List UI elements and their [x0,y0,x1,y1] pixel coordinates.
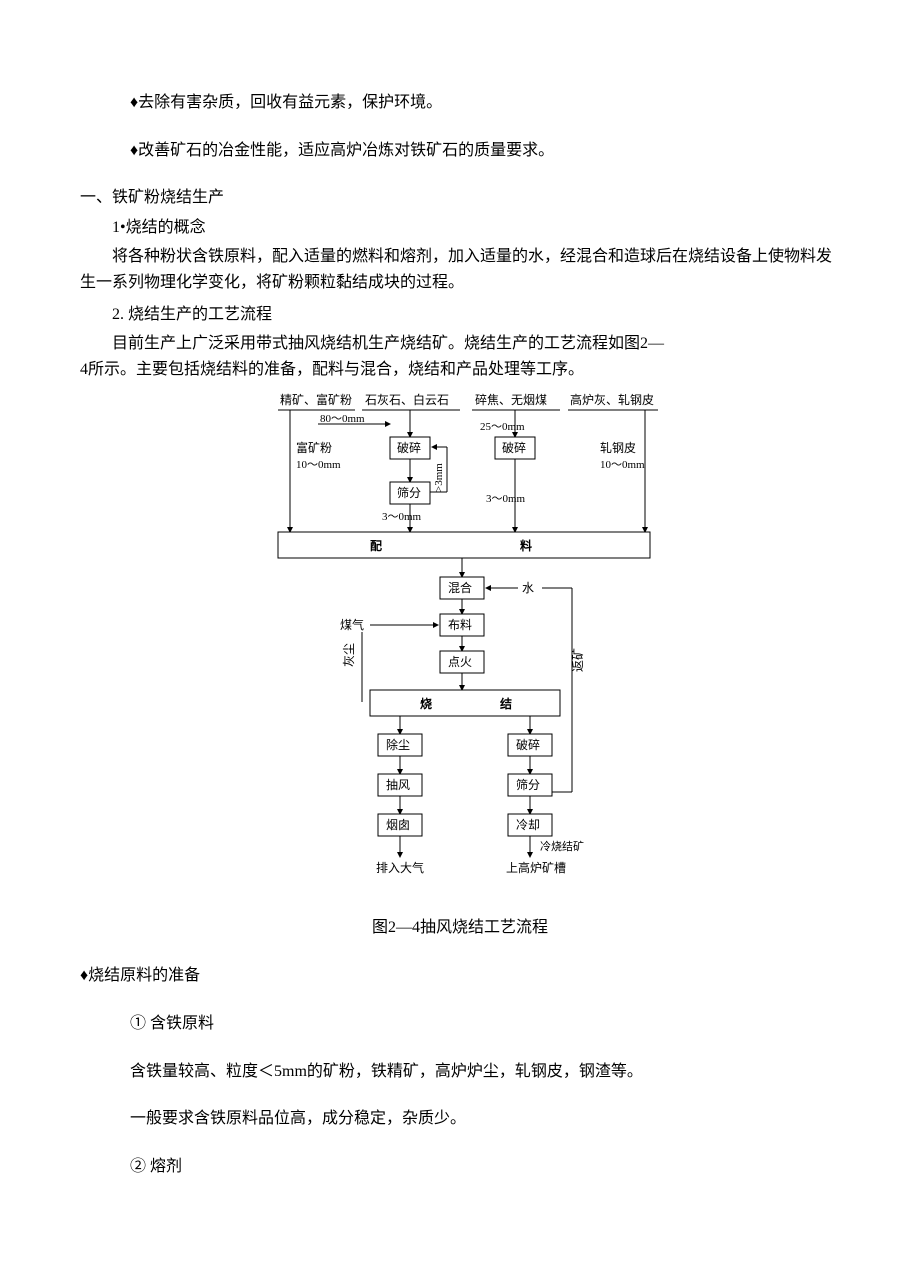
box-posui3: 破碎 [516,737,540,752]
label-lengshaojie: 冷烧结矿 [540,840,584,853]
flowchart-figure: 精矿、富矿粉 石灰石、白云石 碎焦、无烟煤 高炉灰、轧钢皮 80～0mm [250,392,670,892]
label-paidaqi: 排入大气 [376,860,424,875]
section-1-heading: 一、铁矿粉烧结生产 [80,185,840,211]
box-posui2: 破碎 [502,440,526,455]
box-peiliao-r: 料 [520,538,532,553]
label-25-0: 25～0mm [480,421,525,433]
box-shaifen1: 筛分 [397,485,421,500]
label-meiqi: 煤气 [340,617,364,632]
label-fankuang: 返矿 [571,648,585,672]
s2-item-1-body-2: 一般要求含铁原料品位高，成分稳定，杂质少。 [80,1106,840,1132]
label-80-0: 80～0mm [320,413,365,425]
item-1-body: 将各种粉状含铁原料，配入适量的燃料和熔剂，加入适量的水，经混合和造球后在烧结设备… [80,244,840,295]
item-2-body-line-2: 4所示。主要包括烧结料的准备，配料与混合，烧结和产品处理等工序。 [80,357,840,383]
figure-container: 精矿、富矿粉 石灰石、白云石 碎焦、无烟煤 高炉灰、轧钢皮 80～0mm [80,392,840,937]
item-1-title: 1•烧结的概念 [80,215,840,241]
s2-item-1-body-1: 含铁量较高、粒度＜5mm的矿粉，铁精矿，高炉炉尘，轧钢皮，钢渣等。 [80,1059,840,1085]
box-shaojie-l: 烧 [420,696,432,711]
flowchart-svg: 精矿、富矿粉 石灰石、白云石 碎焦、无烟煤 高炉灰、轧钢皮 80～0mm [250,392,670,892]
box-shaojie-r: 结 [500,696,512,711]
label-10-0-right: 10～0mm [600,459,645,471]
section-2-heading: ♦烧结原料的准备 [80,963,840,989]
s2-item-2-title: ② 熔剂 [80,1154,840,1180]
label-3-0-b: 3～0mm [486,493,526,505]
box-shaifen2: 筛分 [516,777,540,792]
item-2-title: 2. 烧结生产的工艺流程 [80,302,840,328]
label-fukuangfen: 富矿粉 [296,440,332,455]
box-dianhuo: 点火 [448,655,472,669]
label-3-0-a: 3～0mm [382,511,422,523]
label-10-0-left: 10～0mm [296,459,341,471]
box-buliao: 布料 [448,618,472,632]
label-shui: 水 [522,581,534,595]
item-2-body-line-1: 目前生产上广泛采用带式抽风烧结机生产烧结矿。烧结生产的工艺流程如图2— [80,331,840,357]
top-label-1: 石灰石、白云石 [365,392,449,407]
label-gaolu: 上高炉矿槽 [506,860,566,875]
box-lengque: 冷却 [516,818,540,832]
box-chuchen: 除尘 [386,737,410,752]
bullet-2: ♦改善矿石的冶金性能，适应高炉冶炼对铁矿石的质量要求。 [80,138,840,164]
s2-item-1-title: ① 含铁原料 [80,1011,840,1037]
figure-caption: 图2—4抽风烧结工艺流程 [80,913,840,937]
top-label-0: 精矿、富矿粉 [280,392,352,407]
box-hunhe: 混合 [448,580,472,595]
label-gt3: >3mm [433,463,445,492]
box-yancong: 烟囱 [386,818,410,832]
top-label-2: 碎焦、无烟煤 [475,392,547,407]
box-choufeng: 抽风 [386,778,410,792]
top-label-3: 高炉灰、轧钢皮 [570,392,654,407]
label-huichen: 灰尘 [342,643,356,667]
label-zhagangpi: 轧钢皮 [600,441,636,455]
bullet-1: ♦去除有害杂质，回收有益元素，保护环境。 [80,90,840,116]
box-peiliao-l: 配 [370,538,382,553]
box-posui1: 破碎 [397,440,421,455]
